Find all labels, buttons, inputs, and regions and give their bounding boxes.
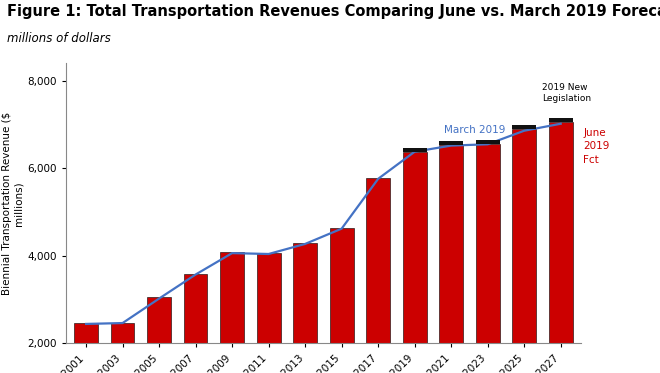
Bar [512,125,536,129]
Bar [366,178,390,343]
Text: Figure 1: Total Transportation Revenues Comparing June vs. March 2019 Forecasts: Figure 1: Total Transportation Revenues … [7,4,660,19]
Bar [440,141,463,145]
Bar [293,242,317,343]
Bar [403,148,426,152]
Bar [476,140,500,144]
Text: March 2019: March 2019 [444,125,506,135]
Bar [440,145,463,343]
Y-axis label: Biennial Transportation Revenue ($
millions): Biennial Transportation Revenue ($ milli… [2,112,23,295]
Bar [476,144,500,343]
Text: 2019 New
Legislation: 2019 New Legislation [543,83,591,103]
Bar [512,129,536,343]
Bar [330,228,354,343]
Text: millions of dollars: millions of dollars [7,32,110,45]
Text: June
2019
Fct: June 2019 Fct [583,128,610,164]
Bar [549,122,573,343]
Bar [147,297,171,343]
Bar [183,274,207,343]
Bar [220,252,244,343]
Bar [74,323,98,343]
Bar [257,253,280,343]
Bar [111,323,135,343]
Bar [549,119,573,122]
Bar [403,152,426,343]
